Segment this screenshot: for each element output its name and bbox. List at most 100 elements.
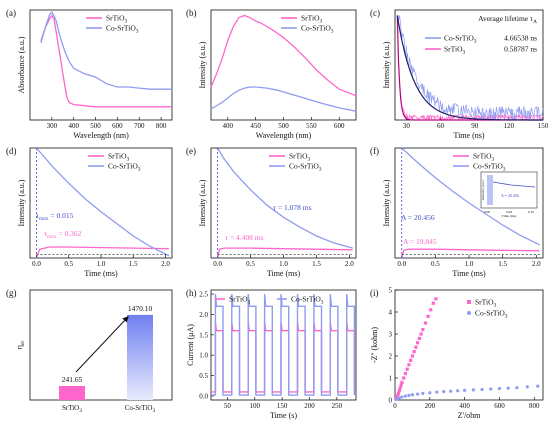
data-point [435,390,439,394]
legend-label: SrTiO3 [289,152,311,163]
data-point [421,328,425,332]
x-tick-label: 400 [459,402,470,410]
data-point [397,396,401,400]
y-tick-label: 2 [389,353,393,361]
x-tick-label: 120 [504,122,515,130]
x-tick-label: 1.0 [97,260,106,268]
data-point [431,301,435,305]
series-line [216,247,353,259]
data-point [407,363,411,367]
x-tick-label: 1.5 [498,260,507,268]
data-point [397,389,401,393]
inset-tick-label: 0.00 [484,210,490,214]
data-point [410,354,415,358]
data-point [525,385,529,389]
data-point [417,336,421,340]
annotation: A = 20.456 [401,213,435,222]
legend-label: SrTiO3 [444,45,466,56]
legend-marker [467,311,471,315]
x-tick-label: 600 [494,402,505,410]
y-axis-label: Intensity (a.u.) [198,41,207,88]
x-tick-label: 150 [277,402,288,410]
y-axis-label: Current (μA) [186,324,195,366]
panel-label: (c) [370,8,380,18]
panel-b: (b) 400 450 500 550 600 Wavelength (nm) Intensi… [186,8,357,140]
y-axis-label: Intensity (a.u.) [382,41,391,88]
legend-value: 4.66538 ns [504,34,537,43]
panel-label: (i) [370,288,379,298]
y-axis-label: Intensity (a.u.) [382,179,391,226]
data-point [416,392,420,396]
x-tick-label: 800 [529,402,540,410]
data-point [400,380,404,384]
trend-arrow [75,316,129,373]
x-tick-label: 600 [112,122,123,130]
panel-e: (e) 0.0 0.5 1.0 1.5 2.0 Time (ms) Intensity (a.… [186,146,357,278]
inset-annotation: A = 20.456 [501,193,519,198]
panel-label: (g) [6,288,17,298]
legend-label: SrTiO3 [473,152,495,163]
data-point [434,297,438,301]
y-tick-label: 2.5 [199,291,208,299]
panel-label: (f) [370,146,379,156]
x-tick-label: 700 [134,122,145,130]
data-point [449,389,453,393]
legend-label: SrTiO3 [229,295,251,306]
y-tick-label: 2.0 [199,311,208,319]
x-axis-label: Wavelength (nm) [73,131,129,140]
panel-label: (h) [186,288,197,298]
inset-tick-label: 0.05 [506,210,512,214]
legend-label: Co-SrTiO3 [108,162,141,173]
plot-frame [210,289,357,401]
data-point [489,387,493,391]
x-tick-label: 100 [250,402,261,410]
legend-label: Co-SrTiO3 [289,162,322,173]
x-tick-label: 200 [425,402,436,410]
y-tick-label: 5 [389,287,393,295]
x-tick-label: 30 [403,122,411,130]
data-point [410,393,415,397]
data-point [421,391,425,395]
inset-line [492,181,536,188]
legend-label: SrTiO3 [106,14,128,25]
fit-line [396,15,543,121]
data-point [471,388,475,392]
x-tick-label: 2.0 [161,260,170,268]
data-point [423,321,428,325]
inset: A = 20.456 0.00 0.05 0.10 Time (ms) Intensity… [480,171,538,218]
data-point [428,391,432,395]
y-axis-label: ηer [15,341,26,350]
panel-g: (g) ηer 241.65 SrTiO3 1470.10 Co-SrTiO3 [6,288,173,414]
annotation: A = 19.845 [403,237,437,246]
x-tick-label: 800 [156,122,167,130]
legend-value: 0.58787 ns [504,45,537,54]
legend-label: Co-SrTiO3 [301,24,334,35]
data-point [480,387,484,392]
data-point [399,383,403,387]
legend-marker [467,300,471,304]
y-axis-label: Intensity (a.u.) [198,179,207,226]
y-axis-label: -Z'' (kohm) [370,327,379,363]
series-line [217,147,353,249]
series-line [401,147,540,246]
x-tick-label: 0.5 [431,260,440,268]
bar [59,386,85,400]
data-point [402,376,406,380]
bar [127,314,153,400]
series-line [40,11,172,90]
legend-label: SrTiO3 [475,298,497,309]
x-tick-label: 1.5 [129,260,138,268]
plot-frame [29,9,173,121]
data-point [398,386,402,390]
bar-value-label: 241.65 [62,375,83,384]
x-tick-label: 250 [332,402,343,410]
series-line [210,14,357,97]
x-tick-label: 60 [437,122,445,130]
data-point [426,314,430,318]
x-tick-label: 0 [393,402,397,410]
data-point [412,350,416,354]
annotation: τmax = 0.015 [36,211,74,222]
annotation: τmax = 0.362 [44,229,82,240]
inset-bar [487,175,493,205]
